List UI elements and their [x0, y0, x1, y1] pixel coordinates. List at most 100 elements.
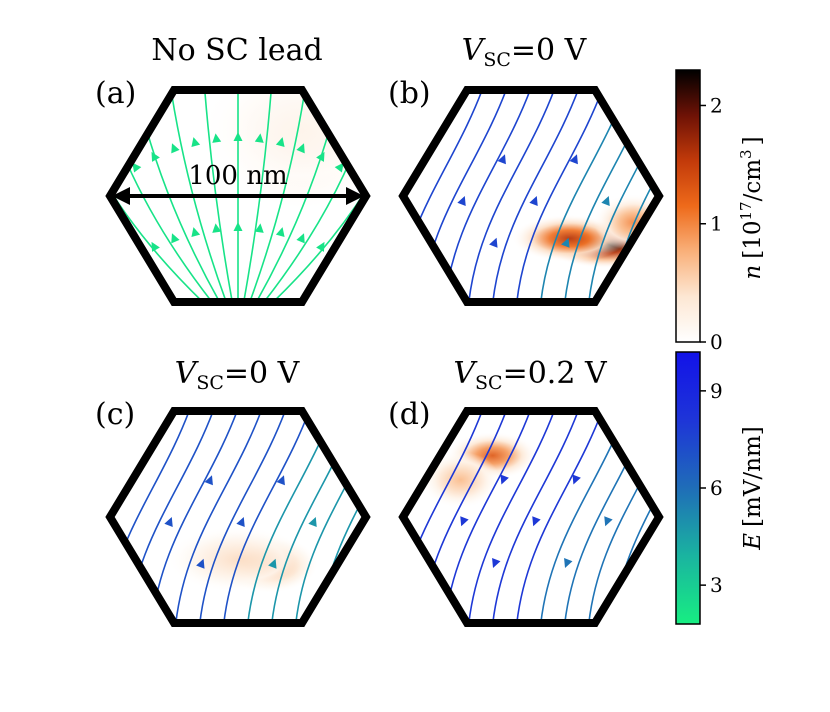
field-arrow [572, 474, 581, 485]
field-label-var: E [740, 533, 766, 551]
field-arrow [132, 162, 142, 173]
field-arrow [196, 558, 205, 569]
field-arrow [254, 223, 264, 233]
field-arrow [233, 222, 243, 232]
streamline [403, 411, 487, 623]
field-arrow [132, 252, 142, 263]
panel-b-title-sub: SC [483, 49, 511, 71]
field-arrow [604, 516, 613, 527]
streamline [515, 90, 607, 302]
field-arrow [308, 517, 317, 528]
field-arrow [497, 154, 506, 165]
panel-background [403, 411, 659, 623]
field-arrow [644, 474, 653, 485]
panel-c-title-value: =0 V [224, 356, 301, 391]
hexagon-outline [398, 407, 664, 627]
field-label-unit: [mV/nm] [740, 426, 766, 527]
hexagon-outline [398, 86, 664, 306]
density-label-unit-rest: /cm [740, 159, 766, 202]
field-arrow [124, 558, 133, 569]
streamline [515, 411, 607, 623]
field-arrow [191, 227, 201, 237]
field-arrow [212, 223, 222, 233]
panel-d-title-sub: SC [475, 372, 503, 394]
panel-c-title-var: V [175, 356, 200, 391]
streamline [587, 90, 659, 302]
streamline [222, 411, 314, 623]
panel-a-title: No SC lead [151, 33, 322, 68]
density-blob-1 [167, 526, 309, 593]
density-colorbar-tick-label-0: 0 [710, 330, 723, 354]
density-label-unit-close: ] [740, 136, 766, 145]
field-colorbar-gradient [675, 351, 701, 625]
density-label-var: n [740, 265, 766, 280]
panel-a-label: (a) [95, 76, 136, 111]
streamline [244, 90, 306, 302]
field-arrow [276, 475, 285, 486]
field-arrow [275, 137, 285, 147]
field-arrow [296, 143, 305, 154]
panel-background [403, 90, 659, 302]
panel-b-title-value: =0 V [511, 33, 588, 68]
streamline [491, 90, 583, 302]
field-arrow [233, 132, 243, 142]
hexagon-outline [105, 86, 371, 306]
streamline [198, 411, 290, 623]
field-arrow [191, 137, 201, 147]
streamline [110, 411, 194, 623]
streamline [491, 411, 583, 623]
panel-d: VSC=0.2 V (d) [388, 356, 664, 627]
panel-c-label: (c) [95, 397, 135, 432]
streamline [587, 411, 659, 623]
density-colorbar-tick-label-1: 1 [710, 212, 723, 236]
dimension-arrow-left [112, 187, 130, 205]
field-arrow [529, 196, 538, 207]
field-arrow [171, 233, 180, 244]
field-colorbar-tick-label-0: 3 [710, 573, 723, 597]
panel-d-title-var: V [453, 356, 478, 391]
density-colorbar: 0 1 2 n [1017/cm3] [675, 69, 766, 354]
streamline [467, 411, 559, 623]
field-arrow [564, 557, 573, 569]
field-arrow [151, 241, 160, 252]
field-arrow [236, 517, 245, 528]
field-colorbar: 3 6 9 E [mV/nm] [675, 351, 766, 625]
hexagon-outline [105, 407, 371, 627]
field-arrow [561, 237, 570, 248]
field-arrow [569, 154, 578, 165]
field-arrow [417, 237, 426, 248]
field-colorbar-tick-label-2: 9 [710, 379, 723, 403]
streamline [467, 90, 559, 302]
field-arrow [204, 475, 213, 486]
field-arrow [275, 227, 285, 237]
field-colorbar-label: E [mV/nm] [740, 426, 766, 551]
field-arrow [601, 196, 610, 207]
density-label-unit-base: [10 [740, 221, 766, 259]
panel-b-title-var: V [462, 33, 487, 68]
panel-d-label: (d) [388, 397, 431, 432]
field-arrow [380, 517, 388, 527]
density-colorbar-gradient [675, 69, 701, 343]
field-arrow [212, 133, 222, 143]
field-arrow [500, 474, 509, 485]
streamline [174, 411, 266, 623]
panel-b: VSC=0 V (b) [388, 33, 664, 306]
streamline [294, 411, 366, 623]
dimension-arrow-right [346, 187, 364, 205]
field-arrow [316, 151, 325, 162]
field-arrow [171, 143, 180, 154]
field-arrow [268, 558, 277, 569]
streamline [170, 90, 232, 302]
panel-c-title-sub: SC [196, 372, 224, 394]
panel-c-title: VSC=0 V [175, 356, 301, 394]
field-arrow [334, 162, 344, 173]
field-arrow [460, 516, 469, 527]
field-arrow [254, 133, 264, 143]
field-arrow [164, 517, 173, 528]
field-colorbar-tick-label-1: 6 [710, 476, 723, 500]
streamline [403, 90, 487, 302]
density-label-unit-exp: 17 [737, 201, 755, 220]
field-arrow [296, 233, 305, 244]
density-label-unit-exp2: 3 [737, 149, 755, 159]
panel-a: No SC lead (a) 100 nm [95, 33, 371, 306]
